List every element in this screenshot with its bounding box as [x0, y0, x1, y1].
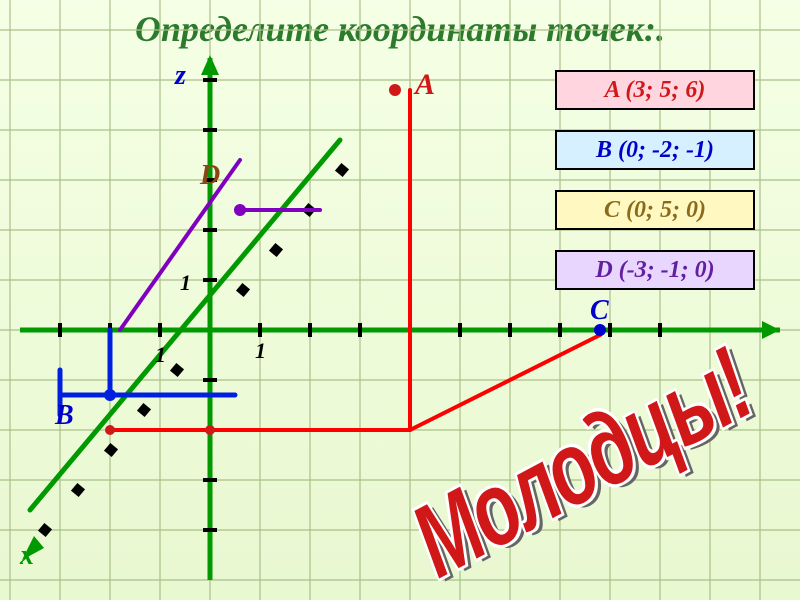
- answer-D: D (-3; -1; 0): [555, 250, 755, 290]
- label-A: A: [415, 68, 435, 102]
- label-B: В: [55, 400, 74, 432]
- answer-B: В (0; -2; -1): [555, 130, 755, 170]
- tick-x-1: 1: [155, 342, 166, 368]
- answer-C: С (0; 5; 0): [555, 190, 755, 230]
- answer-A: A (3; 5; 6): [555, 70, 755, 110]
- tick-y-1: 1: [255, 338, 266, 364]
- label-C: С: [590, 295, 609, 327]
- x-axis-label: x: [20, 540, 34, 572]
- label-D: D: [200, 160, 220, 192]
- tick-z-1: 1: [180, 270, 191, 296]
- z-axis-label: z: [175, 60, 186, 92]
